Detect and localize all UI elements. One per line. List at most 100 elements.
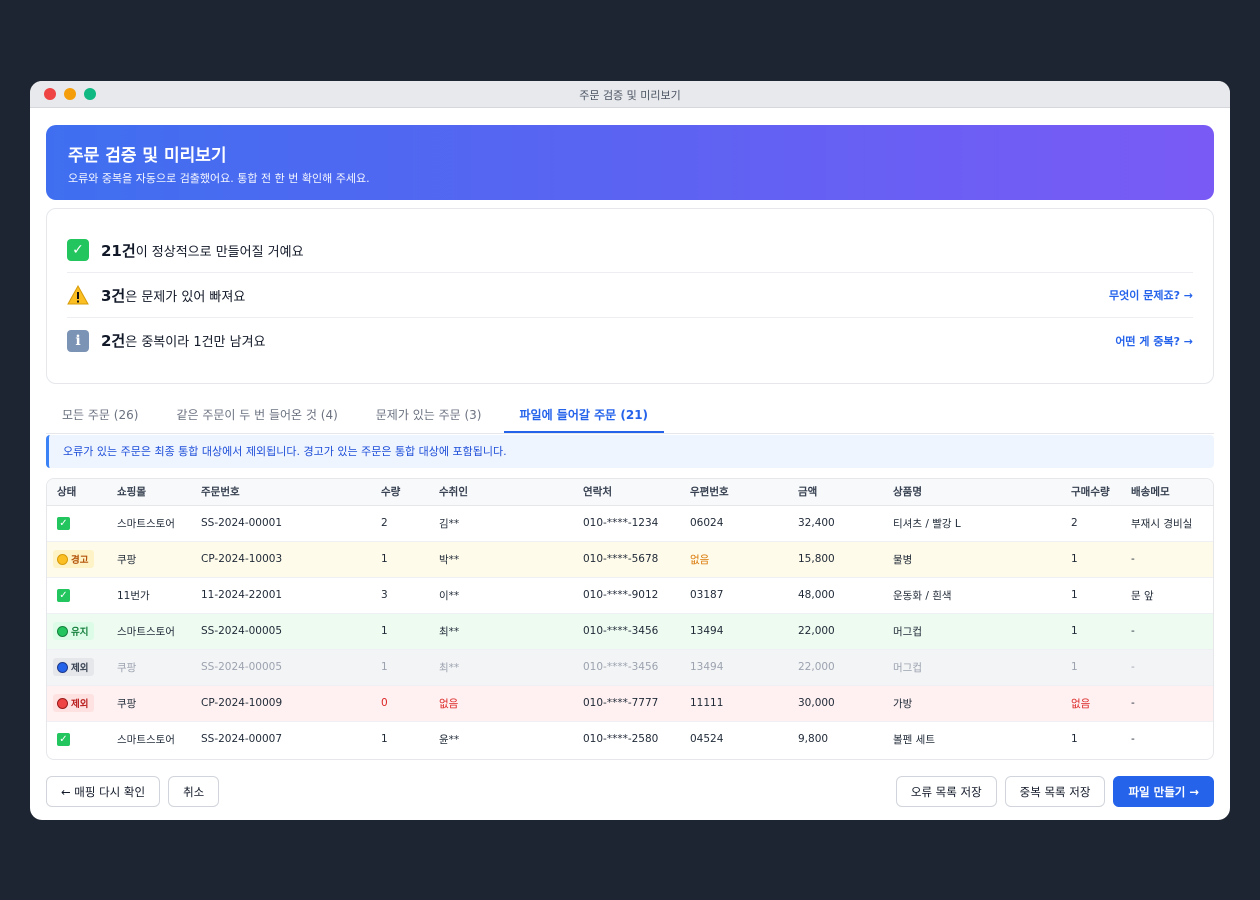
cell-qty: 2: [371, 505, 429, 542]
cell-purchase-qty: 1: [1061, 541, 1121, 578]
cell-qty: 1: [381, 733, 388, 746]
cell-phone: 010-****-3456: [573, 613, 680, 650]
col-shop: 쇼핑몰: [107, 479, 191, 506]
cell-qty: 3: [371, 577, 429, 614]
col-zipcode: 우편번호: [680, 479, 788, 506]
duplicate-text: 은 중복이라 1건만 남겨요: [125, 335, 266, 350]
col-recipient: 수취인: [429, 479, 573, 506]
cell-zipcode: 04524: [690, 733, 724, 746]
table-row[interactable]: 제외 쿠팡 CP-2024-10009 0 없음 010-****-7777 1…: [47, 685, 1213, 722]
footer-actions: ← 매핑 다시 확인 취소 오류 목록 저장 중복 목록 저장 파일 만들기 →: [46, 776, 1214, 807]
cell-phone: 010-****-3456: [573, 649, 680, 686]
cell-shop: 11번가: [107, 577, 191, 614]
cell-amount: 9,800: [798, 733, 829, 746]
cell-memo: -: [1121, 649, 1213, 686]
status-badge: 경고: [53, 550, 95, 568]
table-row[interactable]: 경고 쿠팡 CP-2024-10003 1 박** 010-****-5678 …: [47, 541, 1213, 578]
cell-purchase-qty: 없음: [1061, 685, 1121, 722]
table-row[interactable]: 유지 스마트스토어 SS-2024-00005 1 최** 010-****-3…: [47, 613, 1213, 650]
status-badge: 유지: [53, 622, 95, 640]
cell-product: 머그컵: [883, 613, 1061, 650]
cell-order-no: SS-2024-00007: [201, 733, 283, 746]
page-title: 주문 검증 및 미리보기: [68, 146, 227, 166]
cell-recipient: 최**: [429, 613, 573, 650]
page-subtitle: 오류와 중복을 자동으로 검출했어요. 통합 전 한 번 확인해 주세요.: [68, 172, 370, 185]
error-text: 은 문제가 있어 빠져요: [125, 289, 246, 305]
cell-zipcode: 13494: [680, 649, 788, 686]
status-badge: 제외: [53, 694, 95, 712]
tab-all-orders[interactable]: 모든 주문 (26): [62, 408, 139, 422]
table-row[interactable]: ✓ 스마트스토어 SS-2024-00007 1 윤** 010-****-25…: [47, 721, 1213, 757]
minimize-window-button[interactable]: [64, 88, 76, 100]
cell-recipient: 박**: [429, 541, 573, 578]
table-row[interactable]: 제외 쿠팡 SS-2024-00005 1 최** 010-****-3456 …: [47, 649, 1213, 686]
cell-amount: 32,400: [788, 505, 883, 542]
tab-bar: 모든 주문 (26) 같은 주문이 두 번 들어온 것 (4) 문제가 있는 주…: [46, 398, 1214, 434]
ok-text: 이 정상적으로 만들어질 거예요: [135, 244, 304, 260]
cell-amount: 15,800: [788, 541, 883, 578]
cell-recipient: 윤**: [439, 733, 460, 746]
tab-duplicate-orders[interactable]: 같은 주문이 두 번 들어온 것 (4): [176, 408, 338, 422]
tab-file-orders[interactable]: 파일에 들어갈 주문 (21): [503, 398, 665, 433]
save-error-list-button[interactable]: 오류 목록 저장: [895, 776, 997, 807]
info-icon: i: [67, 329, 89, 352]
cell-memo: -: [1121, 613, 1213, 650]
cell-shop: 스마트스토어: [107, 613, 191, 650]
cell-shop: 스마트스토어: [107, 505, 191, 542]
back-to-mapping-button[interactable]: ← 매핑 다시 확인: [46, 776, 161, 807]
cell-memo: -: [1121, 685, 1213, 722]
cell-order-no: CP-2024-10003: [191, 541, 371, 578]
cell-purchase-qty: 1: [1061, 613, 1121, 650]
cell-zipcode: 13494: [680, 613, 788, 650]
summary-row-ok: ✓ 21건이 정상적으로 만들어질 거예요: [67, 228, 1193, 273]
cell-product: 볼펜 세트: [893, 733, 935, 746]
col-qty: 수량: [371, 479, 429, 506]
info-notice: 오류가 있는 주문은 최종 통합 대상에서 제외됩니다. 경고가 있는 주문은 …: [46, 435, 1214, 468]
cell-product: 운동화 / 흰색: [883, 577, 1061, 614]
cancel-button[interactable]: 취소: [168, 776, 220, 807]
cell-purchase-qty: 1: [1061, 649, 1121, 686]
cell-phone: 010-****-1234: [573, 505, 680, 542]
cell-phone: 010-****-5678: [573, 541, 680, 578]
cell-zipcode: 06024: [680, 505, 788, 542]
title-bar: 주문 검증 및 미리보기: [30, 81, 1230, 108]
orders-table: 상태 쇼핑몰 주문번호 수량 수취인 연락처 우편번호 금액 상품명 구매수량 …: [47, 479, 1213, 757]
cell-product: 가방: [883, 685, 1061, 722]
table-header-row: 상태 쇼핑몰 주문번호 수량 수취인 연락처 우편번호 금액 상품명 구매수량 …: [47, 479, 1213, 506]
cell-order-no: SS-2024-00005: [191, 613, 371, 650]
app-window: 주문 검증 및 미리보기 주문 검증 및 미리보기 오류와 중복을 자동으로 검…: [30, 81, 1230, 820]
tab-problem-orders[interactable]: 문제가 있는 주문 (3): [375, 408, 482, 422]
table-row[interactable]: ✓ 스마트스토어 SS-2024-00001 2 김** 010-****-12…: [47, 505, 1213, 542]
which-duplicate-link[interactable]: 어떤 게 중복? →: [1115, 334, 1193, 348]
orders-table-container[interactable]: 상태 쇼핑몰 주문번호 수량 수취인 연락처 우편번호 금액 상품명 구매수량 …: [46, 478, 1214, 760]
cell-phone: 010-****-7777: [573, 685, 680, 722]
cell-qty: 1: [371, 541, 429, 578]
cell-recipient: 최**: [429, 649, 573, 686]
cell-order-no: CP-2024-10009: [191, 685, 371, 722]
cell-recipient: 이**: [429, 577, 573, 614]
cell-recipient: 없음: [429, 685, 573, 722]
yellow-dot-icon: [57, 553, 68, 565]
status-badge: 제외: [53, 658, 95, 676]
col-product: 상품명: [883, 479, 1061, 506]
col-amount: 금액: [788, 479, 883, 506]
window-title: 주문 검증 및 미리보기: [579, 89, 681, 102]
col-memo: 배송메모: [1121, 479, 1213, 506]
cell-recipient: 김**: [429, 505, 573, 542]
col-order-no: 주문번호: [191, 479, 371, 506]
cell-amount: 30,000: [788, 685, 883, 722]
cell-purchase-qty: 2: [1061, 505, 1121, 542]
table-row[interactable]: ✓ 11번가 11-2024-22001 3 이** 010-****-9012…: [47, 577, 1213, 614]
cell-shop: 스마트스토어: [117, 733, 175, 746]
cell-phone: 010-****-9012: [573, 577, 680, 614]
cell-zipcode: 없음: [680, 541, 788, 578]
cell-memo: -: [1131, 733, 1135, 746]
cell-qty: 1: [371, 649, 429, 686]
maximize-window-button[interactable]: [84, 88, 96, 100]
validation-summary: ✓ 21건이 정상적으로 만들어질 거예요 3건은 문제가 있어 빠져요 무엇이…: [46, 208, 1214, 384]
what-is-problem-link[interactable]: 무엇이 문제죠? →: [1109, 289, 1193, 302]
close-window-button[interactable]: [44, 88, 56, 100]
cell-amount: 22,000: [788, 613, 883, 650]
save-duplicate-list-button[interactable]: 중복 목록 저장: [1004, 776, 1106, 807]
create-file-button[interactable]: 파일 만들기 →: [1113, 776, 1214, 807]
